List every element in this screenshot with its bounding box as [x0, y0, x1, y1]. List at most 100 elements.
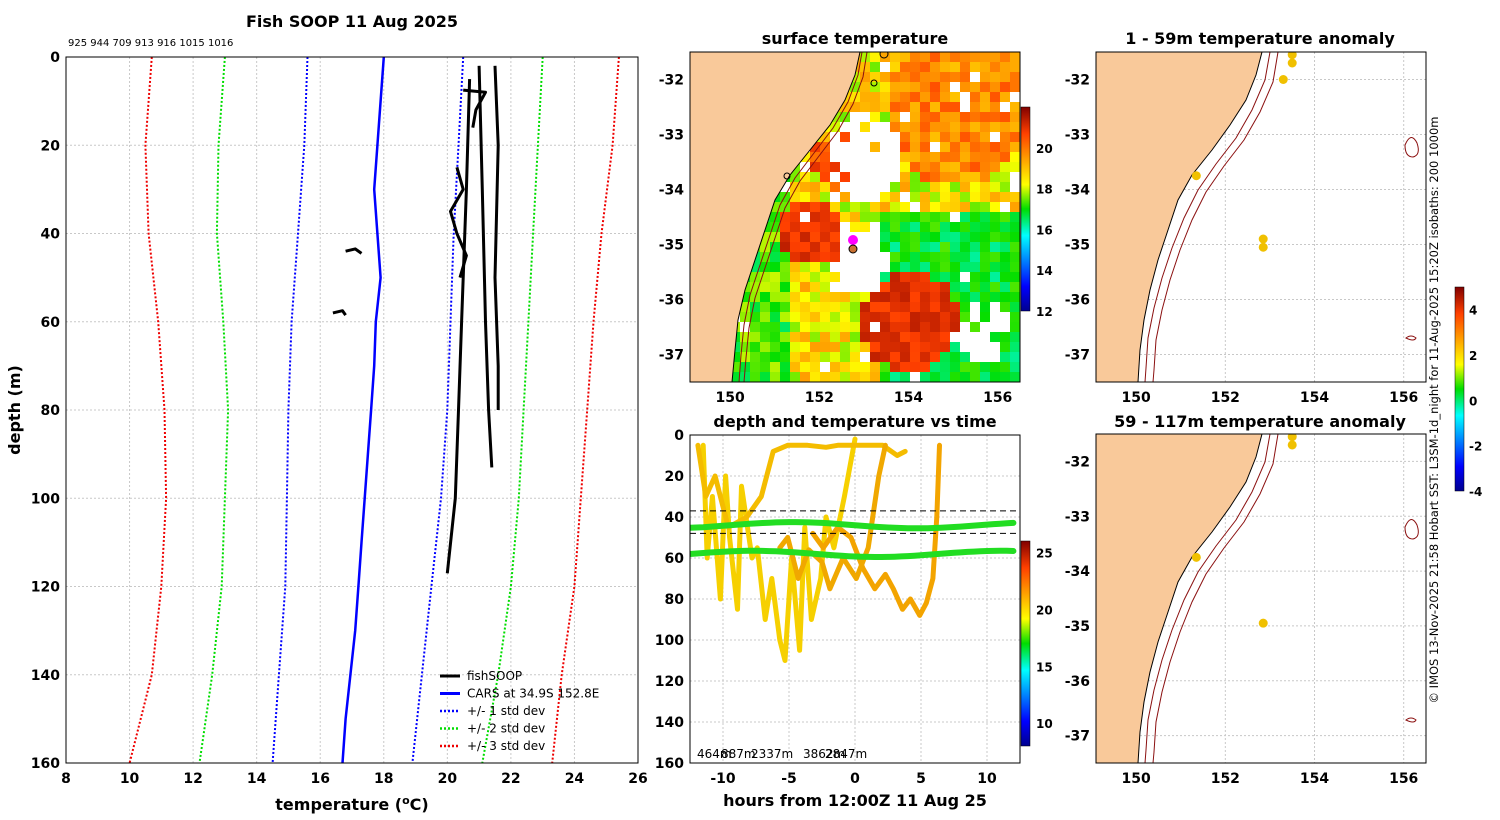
sst-cell — [860, 322, 870, 332]
sst-cell — [880, 92, 890, 102]
sst-cell — [890, 312, 900, 322]
sst-cell — [900, 252, 910, 262]
anom2-axes-box — [1095, 433, 1427, 764]
sst-cell — [760, 342, 770, 352]
sst-cell — [1010, 232, 1020, 242]
sst-xtick-label: 150 — [716, 390, 745, 406]
sst-cell — [990, 262, 1000, 272]
sst-cell — [890, 202, 900, 212]
sst-cell — [750, 312, 760, 322]
sst-cell — [830, 352, 840, 362]
sst-cell — [920, 192, 930, 202]
timeseries-series — [690, 436, 1020, 663]
sst-cell — [930, 362, 940, 372]
anomaly-colorbar — [1454, 286, 1465, 492]
sst-cell — [900, 222, 910, 232]
profile-xtick-label: 14 — [247, 771, 267, 787]
sst-cell — [1010, 242, 1020, 252]
sst-cell — [920, 252, 930, 262]
sst-cell — [930, 192, 940, 202]
sst-axes-box — [689, 51, 1021, 383]
sst-cell — [1010, 262, 1020, 272]
sst-cell — [980, 272, 990, 282]
ts-xtick-label: 5 — [916, 771, 926, 787]
sst-cell — [770, 352, 780, 362]
sst-cell — [820, 352, 830, 362]
sst-cell — [920, 272, 930, 282]
sst-cell — [790, 192, 800, 202]
sst-cell — [980, 192, 990, 202]
sst-cell — [950, 222, 960, 232]
sst-cell — [980, 242, 990, 252]
sst-cell — [990, 212, 1000, 222]
sst-cell — [910, 52, 920, 62]
anomaly-point — [1258, 234, 1268, 244]
sst-cell — [750, 362, 760, 372]
profile-ylabel: depth (m) — [5, 365, 24, 455]
anomaly-colorbar-tick-label: -4 — [1469, 485, 1482, 499]
sst-cell — [820, 232, 830, 242]
sst-cell — [960, 312, 970, 322]
sst-cell — [830, 372, 840, 382]
sst-cell — [770, 202, 780, 212]
sst-cell — [790, 292, 800, 302]
ts-xtick-label: -10 — [710, 771, 736, 787]
profile-xtick-label: 16 — [310, 771, 329, 787]
sst-cell — [960, 232, 970, 242]
sst-cell — [880, 222, 890, 232]
sst-cell — [940, 152, 950, 162]
sst-cell — [830, 272, 840, 282]
sst-cell — [890, 72, 900, 82]
sst-cell — [840, 132, 850, 142]
sst-cell — [770, 242, 780, 252]
sst-cell — [840, 322, 850, 332]
sst-cell — [900, 172, 910, 182]
sst-cell — [970, 112, 980, 122]
timeseries-axes-box — [689, 434, 1021, 764]
sst-cell — [820, 372, 830, 382]
sst-cell — [970, 272, 980, 282]
profile-series--2 — [198, 57, 230, 763]
sst-cell — [910, 322, 920, 332]
sst-cell — [870, 142, 880, 152]
sst-cell — [850, 322, 860, 332]
sst-cell — [870, 342, 880, 352]
sst-cell — [980, 142, 990, 152]
sst-cell — [850, 312, 860, 322]
sst-cell — [780, 302, 790, 312]
ts-ytick-label: 60 — [665, 551, 685, 567]
profile-ytick-label: 160 — [31, 756, 60, 772]
sst-cell — [800, 302, 810, 312]
sst-cell — [760, 302, 770, 312]
sst-cell — [850, 362, 860, 372]
sst-cell — [750, 352, 760, 362]
sst-cell — [1000, 342, 1010, 352]
sst-cell — [760, 362, 770, 372]
sst-cell — [950, 302, 960, 312]
anom1-seamount — [1405, 335, 1417, 341]
sst-cell — [880, 192, 890, 202]
timeseries-colorbar — [1020, 540, 1031, 747]
sst-cell — [800, 342, 810, 352]
sst-cell — [860, 122, 870, 132]
sst-cell — [900, 312, 910, 322]
sst-cell — [940, 202, 950, 212]
profile-series-+2 — [481, 57, 544, 763]
sst-colorbar-tick-label: 12 — [1036, 305, 1053, 319]
sst-cell — [930, 182, 940, 192]
sst-cell — [1000, 302, 1010, 312]
sst-cell — [950, 132, 960, 142]
sst-cell — [790, 182, 800, 192]
sst-cell — [930, 82, 940, 92]
sst-cell — [990, 272, 1000, 282]
sst-cell — [970, 222, 980, 232]
sst-cell — [940, 342, 950, 352]
sst-cell — [800, 372, 810, 382]
sst-cell — [950, 242, 960, 252]
sst-cell — [920, 262, 930, 272]
sst-cell — [890, 352, 900, 362]
sst-cell — [940, 302, 950, 312]
ts-green-track — [690, 547, 1017, 560]
